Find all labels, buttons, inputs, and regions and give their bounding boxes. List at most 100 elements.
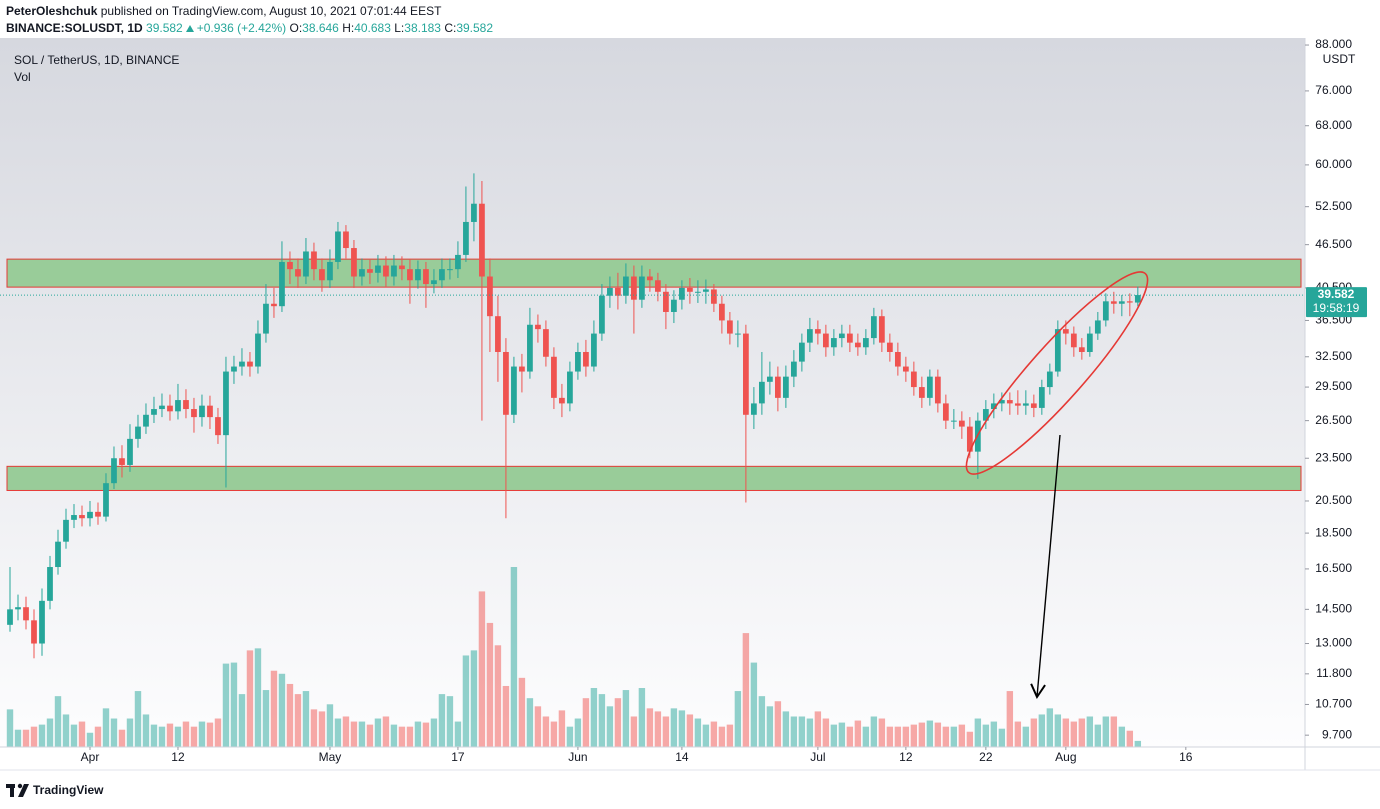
candle-body (743, 333, 749, 415)
volume-bar (134, 691, 142, 747)
volume-bar (798, 716, 806, 747)
volume-bar (206, 722, 214, 747)
volume-bar (110, 718, 118, 747)
last: 39.582 (146, 21, 183, 35)
volume-bar (886, 726, 894, 747)
candle-body (167, 405, 173, 412)
candle-body (215, 417, 221, 436)
volume-bar (190, 726, 198, 747)
volume-bar (38, 724, 46, 747)
x-tick-label: 12 (899, 750, 913, 764)
candle-body (822, 333, 829, 348)
candle-body (7, 609, 13, 625)
symbol-line: BINANCE:SOLUSDT, 1D 39.582 +0.936 (+2.42%… (6, 21, 493, 35)
candle-body (623, 276, 629, 296)
candle-body (1070, 333, 1077, 348)
candle-body (447, 269, 453, 271)
candle-body (567, 371, 573, 404)
volume-bar (638, 688, 646, 747)
candle-body (719, 303, 725, 321)
logo (6, 783, 29, 797)
volume-bar (854, 720, 862, 747)
candle-body (487, 276, 493, 317)
candle-body (359, 269, 365, 277)
volume-bar (246, 650, 254, 747)
x-tick-label: Jun (568, 750, 587, 764)
volume-bar (894, 726, 902, 747)
volume-bar (670, 708, 678, 747)
candle-body (287, 261, 293, 270)
volume-bar (358, 721, 366, 747)
candle-body (926, 376, 933, 398)
candle-body (1030, 403, 1037, 408)
x-tick-label: 22 (979, 750, 993, 764)
volume-bar (574, 718, 582, 747)
volume-bar (926, 720, 934, 747)
volume-bar (974, 718, 982, 747)
candle-body (47, 567, 53, 601)
volume-bar (326, 704, 334, 747)
ohlc-label: L: (394, 21, 405, 35)
volume-bar (910, 724, 918, 747)
candle-body (1038, 387, 1045, 408)
candle-body (1086, 333, 1093, 352)
candle-body (1134, 295, 1141, 303)
ohlc: O:38.646 H:40.683 L:38.183 C:39.582 (289, 21, 493, 35)
candle-body (958, 420, 965, 427)
candle-body (639, 276, 645, 300)
x-tick-label: Aug (1055, 750, 1076, 764)
y-tick-label: 29.500 (1315, 379, 1352, 393)
volume-bar (750, 662, 758, 747)
annotation-arrow (1030, 434, 1061, 700)
volume-bar (454, 721, 462, 747)
candle-body (199, 405, 205, 418)
volume-bar (870, 716, 878, 747)
volume-bar (1126, 730, 1134, 747)
volume-bar (342, 716, 350, 747)
y-tick-label: 60.000 (1315, 157, 1352, 171)
candle-body (239, 361, 245, 367)
ohlc-label: O: (289, 21, 303, 35)
candle-body (479, 203, 485, 277)
volume-bar (270, 670, 278, 747)
annotation-ellipse (965, 271, 1149, 475)
volume-bar (726, 724, 734, 747)
volume-bar (934, 722, 942, 747)
volume-bar (30, 726, 38, 747)
candle-body (495, 316, 501, 352)
candle-body (910, 371, 917, 388)
volume-bar (262, 690, 270, 747)
volume-bar (374, 718, 382, 747)
y-tick-label: 14.500 (1315, 602, 1352, 616)
volume-bar (558, 710, 566, 747)
volume-bar (334, 718, 342, 747)
volume-bar (678, 710, 686, 747)
volume-label: Vol (14, 70, 31, 84)
volume-bar (654, 711, 662, 747)
volume-bar (318, 711, 326, 747)
volume-bar (166, 723, 174, 747)
candle-body (279, 261, 285, 307)
candle-body (111, 458, 117, 484)
volume-bar (510, 567, 518, 747)
volume-bar (502, 685, 510, 747)
x-tick-label: Jul (810, 750, 825, 764)
volume-bar (158, 726, 166, 747)
volume-bar (742, 633, 750, 747)
y-tick-label: 68.000 (1315, 118, 1352, 132)
candle-body (950, 420, 957, 422)
volume-bar (702, 724, 710, 747)
volume-bar (830, 724, 838, 747)
candle-body (551, 356, 557, 398)
candle-body (687, 287, 693, 292)
x-tick-label: Apr (81, 750, 100, 764)
candle-body (1006, 400, 1013, 404)
candle-body (806, 329, 813, 343)
volume-bar (542, 716, 550, 747)
candle-body (727, 320, 733, 334)
candle-body (79, 515, 85, 519)
volume-bar (662, 716, 670, 747)
candle-body (223, 371, 229, 436)
x-tick-label: 16 (1179, 750, 1193, 764)
candle-body (1022, 403, 1029, 406)
